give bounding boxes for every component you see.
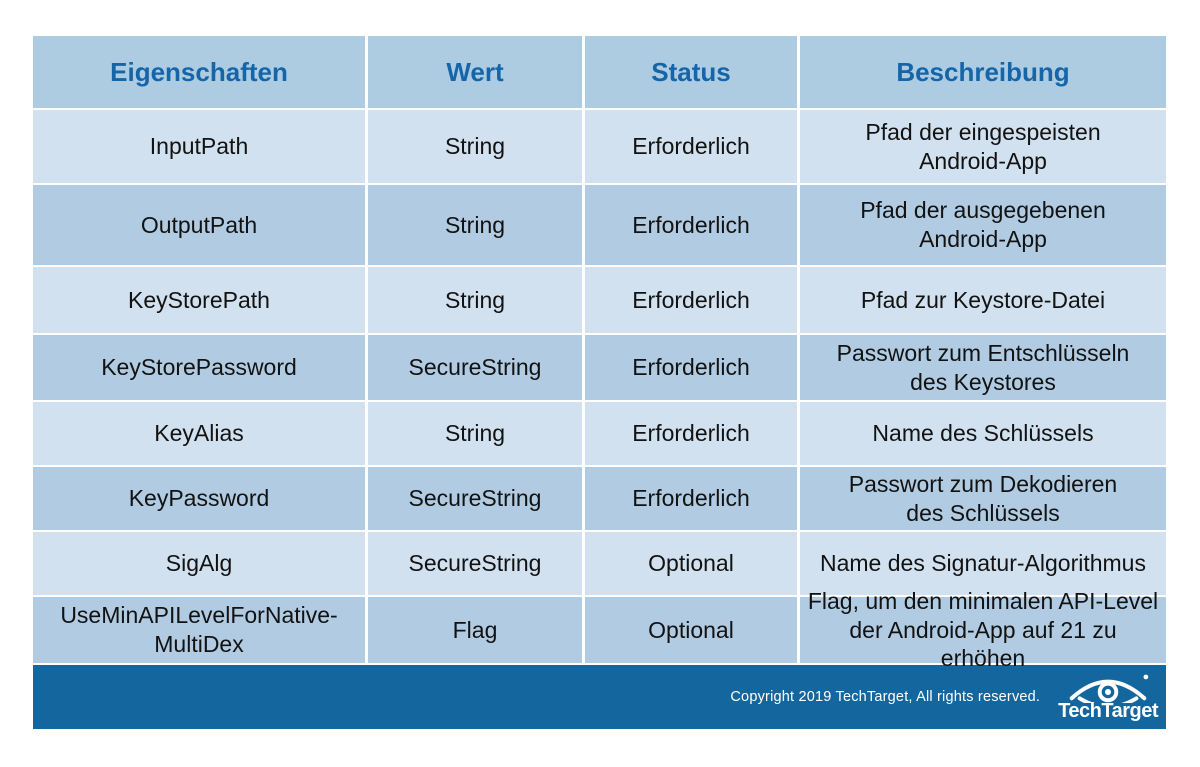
techtarget-wordmark: TechTarget [1058, 700, 1158, 722]
cell-description: Passwort zum Entschlüsseln des Keystores [800, 335, 1166, 400]
cell-property: SigAlg [33, 532, 365, 595]
cell-value: SecureString [368, 532, 582, 595]
cell-status: Erforderlich [585, 267, 797, 333]
cell-value: Flag [368, 597, 582, 663]
cell-value: String [368, 402, 582, 465]
cell-description: Passwort zum Dekodieren des Schlüssels [800, 467, 1166, 530]
cell-status: Optional [585, 532, 797, 595]
header-cell-status: Status [585, 36, 797, 108]
cell-value: String [368, 185, 582, 265]
cell-property: UseMinAPILevelForNative- MultiDex [33, 597, 365, 663]
header-cell-wert: Wert [368, 36, 582, 108]
footer-bar: Copyright 2019 TechTarget, All rights re… [33, 665, 1166, 729]
cell-status: Erforderlich [585, 402, 797, 465]
properties-table: Eigenschaften Wert Status Beschreibung I… [33, 36, 1166, 671]
header-cell-beschreibung: Beschreibung [800, 36, 1166, 108]
cell-value: SecureString [368, 467, 582, 530]
cell-status: Erforderlich [585, 467, 797, 530]
cell-status: Optional [585, 597, 797, 663]
cell-property: KeyPassword [33, 467, 365, 530]
cell-property: InputPath [33, 110, 365, 183]
copyright-text: Copyright 2019 TechTarget, All rights re… [730, 689, 1041, 705]
cell-description: Pfad zur Keystore-Datei [800, 267, 1166, 333]
cell-property: KeyAlias [33, 402, 365, 465]
cell-description: Name des Schlüssels [800, 402, 1166, 465]
cell-status: Erforderlich [585, 335, 797, 400]
cell-description: Pfad der eingespeisten Android-App [800, 110, 1166, 183]
header-cell-eigenschaften: Eigenschaften [33, 36, 365, 108]
cell-value: String [368, 267, 582, 333]
eye-icon [1069, 674, 1149, 703]
cell-value: String [368, 110, 582, 183]
cell-description: Name des Signatur-Algorithmus [800, 532, 1166, 595]
cell-property: KeyStorePassword [33, 335, 365, 400]
cell-property: OutputPath [33, 185, 365, 265]
cell-description: Pfad der ausgegebenen Android-App [800, 185, 1166, 265]
cell-status: Erforderlich [585, 185, 797, 265]
cell-status: Erforderlich [585, 110, 797, 183]
cell-property: KeyStorePath [33, 267, 365, 333]
cell-description: Flag, um den minimalen API-Level der And… [800, 588, 1166, 671]
techtarget-logo: TechTarget [1058, 673, 1158, 721]
cell-value: SecureString [368, 335, 582, 400]
properties-table-sheet: Eigenschaften Wert Status Beschreibung I… [33, 36, 1166, 729]
